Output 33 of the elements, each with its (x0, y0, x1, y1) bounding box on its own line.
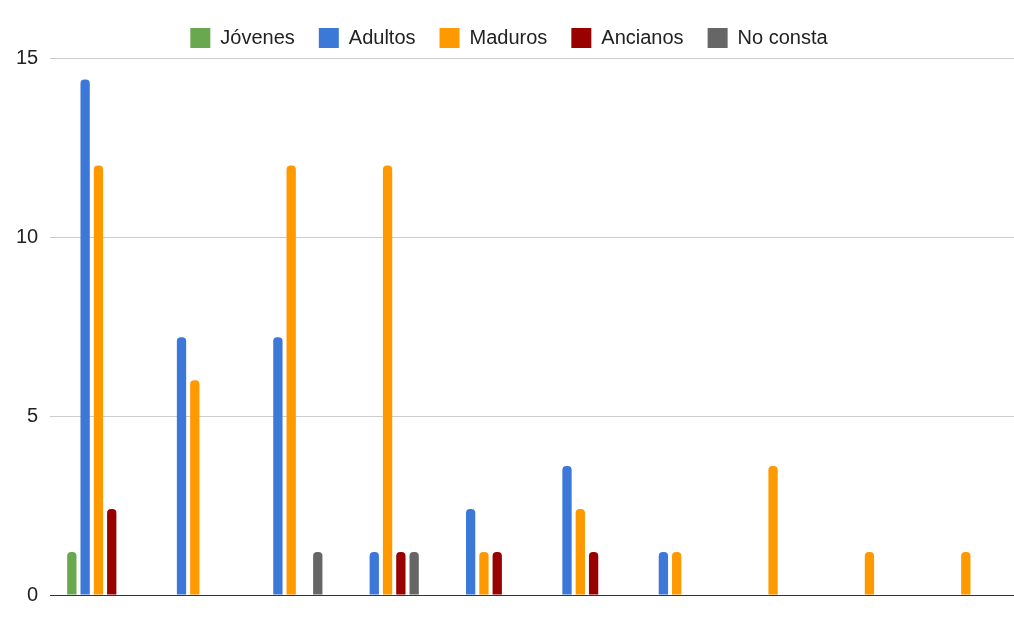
bar (176, 337, 187, 595)
y-tick-label: 0 (27, 582, 39, 605)
bar (864, 552, 875, 595)
legend-label: Jóvenes (220, 25, 295, 48)
y-tick-label: 10 (16, 224, 39, 247)
bar (273, 337, 283, 595)
bar (768, 466, 778, 595)
bar (575, 509, 585, 595)
bar (190, 380, 200, 595)
legend-label: Ancianos (601, 25, 684, 48)
bar (93, 165, 104, 595)
bar (492, 552, 502, 595)
bar (67, 552, 77, 595)
bar (107, 509, 117, 595)
bar (961, 552, 971, 595)
bar (396, 552, 406, 595)
bar (382, 165, 393, 595)
y-tick-label: 15 (16, 45, 39, 68)
bar (562, 466, 572, 595)
bar (465, 509, 476, 595)
bar (479, 552, 489, 595)
bar (286, 165, 296, 595)
legend-label: Maduros (469, 25, 548, 48)
bar (658, 552, 669, 595)
bar (80, 79, 90, 595)
y-tick-label: 5 (27, 403, 39, 426)
bar (313, 552, 323, 595)
legend-label: No consta (737, 25, 829, 48)
legend-label: Adultos (348, 25, 416, 48)
bar (409, 552, 419, 595)
bar (672, 552, 682, 595)
bar (588, 552, 599, 595)
bar (369, 552, 379, 595)
